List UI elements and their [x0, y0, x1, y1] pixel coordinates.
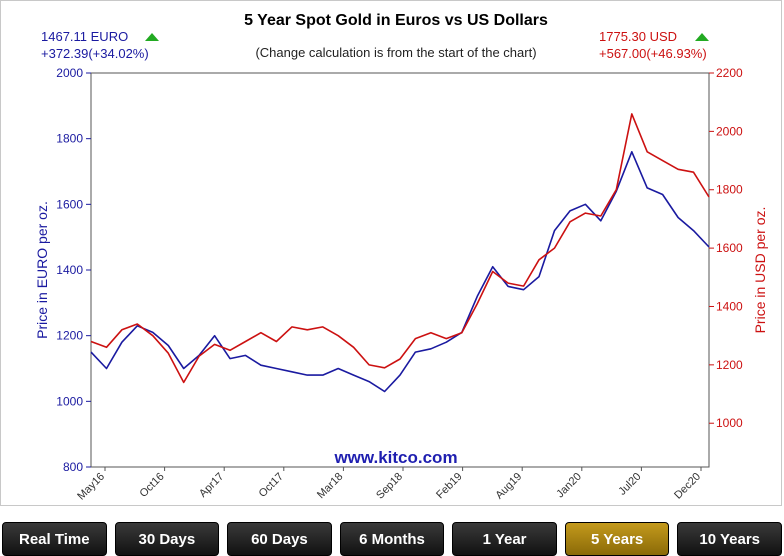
left-axis: 800 1000 1200 1400 1600 1800 2000	[56, 66, 91, 474]
x-tick-label: Apr17	[197, 471, 226, 500]
x-tick-label: Oct17	[257, 471, 286, 500]
gold-chart: 5 Year Spot Gold in Euros vs US Dollars …	[34, 12, 768, 502]
right-tick-label: 2200	[716, 66, 743, 80]
range-button-60-days[interactable]: 60 Days	[227, 522, 332, 556]
left-tick-label: 800	[63, 460, 83, 474]
usd-price: 1775.30 USD	[599, 29, 677, 44]
left-tick-label: 1600	[56, 197, 83, 211]
x-tick-label: Dec20	[672, 471, 703, 502]
range-button-10-years[interactable]: 10 Years	[677, 522, 782, 556]
euro-series-line	[90, 151, 710, 393]
left-tick-label: 1400	[56, 263, 83, 277]
euro-up-arrow-icon	[145, 33, 159, 41]
left-tick-label: 1000	[56, 394, 83, 408]
usd-series-line	[90, 113, 710, 384]
euro-change: +372.39(+34.02%)	[41, 46, 149, 61]
right-tick-label: 1600	[716, 241, 743, 255]
left-tick-label: 1800	[56, 132, 83, 146]
chart-frame: 5 Year Spot Gold in Euros vs US Dollars …	[0, 0, 782, 506]
left-tick-label: 1200	[56, 329, 83, 343]
usd-up-arrow-icon	[695, 33, 709, 41]
x-tick-label: Feb19	[434, 471, 465, 502]
euro-price: 1467.11 EURO	[41, 29, 128, 44]
range-button-30-days[interactable]: 30 Days	[114, 522, 220, 556]
range-button-real-time[interactable]: Real Time	[2, 522, 107, 556]
left-tick-label: 2000	[56, 66, 83, 80]
right-tick-label: 2000	[716, 124, 743, 138]
right-tick-label: 1800	[716, 183, 743, 197]
right-tick-label: 1400	[716, 299, 743, 313]
range-button-1-year[interactable]: 1 Year	[452, 522, 557, 556]
right-axis-label: Price in USD per oz.	[752, 207, 768, 334]
left-axis-label: Price in EURO per oz.	[34, 201, 50, 339]
range-button-6-months[interactable]: 6 Months	[339, 522, 445, 556]
x-tick-label: Mar18	[315, 471, 346, 502]
watermark: www.kitco.com	[333, 448, 457, 467]
x-tick-label: Aug19	[493, 471, 524, 502]
x-tick-label: Jan20	[554, 471, 584, 501]
usd-change: +567.00(+46.93%)	[599, 46, 707, 61]
chart-title: 5 Year Spot Gold in Euros vs US Dollars	[244, 12, 548, 29]
x-axis: May16 Oct16 Apr17 Oct17 Mar18 Sep18 Feb19 Aug19…	[75, 467, 703, 502]
plot-area	[90, 72, 710, 468]
range-button-5-years[interactable]: 5 Years	[564, 522, 670, 556]
x-tick-label: May16	[75, 471, 107, 503]
x-tick-label: Sep18	[374, 471, 405, 502]
right-axis: 1000 1200 1400 1600 1800 2000 2200	[709, 66, 743, 430]
chart-subtitle: (Change calculation is from the start of…	[255, 45, 536, 60]
x-tick-label: Jul20	[616, 471, 643, 498]
x-tick-label: Oct16	[137, 471, 166, 500]
right-tick-label: 1000	[716, 416, 743, 430]
series-layer	[90, 113, 710, 393]
right-tick-label: 1200	[716, 358, 743, 372]
range-button-bar: Real Time 30 Days 60 Days 6 Months 1 Year 5 Y…	[0, 522, 784, 556]
